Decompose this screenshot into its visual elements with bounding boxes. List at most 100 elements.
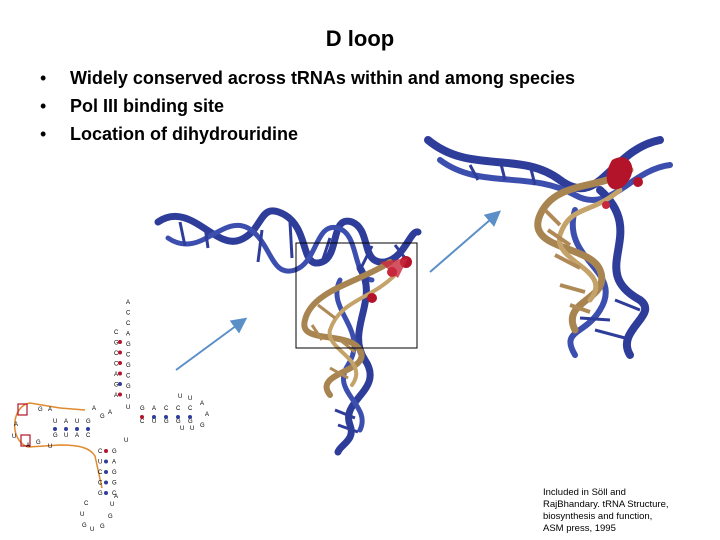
nucleotide: U bbox=[126, 395, 130, 401]
nucleotide: A bbox=[108, 410, 112, 416]
base-pair-dot bbox=[188, 415, 192, 419]
citation-line: RajBhandary. tRNA Structure, bbox=[543, 499, 669, 510]
nucleotide: C bbox=[98, 470, 103, 476]
nucleotide: U bbox=[110, 502, 114, 508]
base-pair-dot bbox=[164, 415, 168, 419]
base-pair-dot bbox=[104, 459, 108, 464]
bullet-dot: • bbox=[40, 96, 47, 116]
slide-title: D loop bbox=[325, 26, 395, 51]
nucleotide: C bbox=[164, 406, 169, 412]
nucleotide: G bbox=[53, 433, 58, 439]
nucleotide: A bbox=[114, 372, 118, 378]
nucleotide: G bbox=[82, 523, 87, 529]
citation-line: Included in Söll and bbox=[543, 487, 626, 498]
bullet-dot: • bbox=[40, 124, 47, 144]
nucleotide: C bbox=[112, 491, 117, 497]
nucleotide: A bbox=[48, 407, 52, 413]
nucleotide: A bbox=[126, 332, 130, 338]
base-pair-dot bbox=[53, 427, 57, 431]
bullet-text: Pol III binding site bbox=[70, 96, 225, 116]
bullet-dot: • bbox=[40, 68, 47, 88]
nucleotide: G bbox=[164, 419, 169, 425]
nucleotide: C bbox=[84, 501, 89, 507]
nucleotide: U bbox=[48, 444, 52, 450]
nucleotide: G bbox=[108, 514, 113, 520]
base-pair-dot bbox=[118, 361, 122, 365]
nucleotide: G bbox=[114, 341, 119, 347]
nucleotide: A bbox=[26, 443, 30, 449]
nucleotide: C bbox=[126, 374, 131, 380]
nucleotide: A bbox=[14, 422, 18, 428]
dihydrouridine-box-2 bbox=[20, 434, 31, 447]
base-pair-dot bbox=[75, 427, 79, 431]
nucleotide: G bbox=[126, 384, 131, 390]
bullet-list: • Widely conserved across tRNAs within an… bbox=[40, 66, 575, 150]
bullet-text: Widely conserved across tRNAs within and… bbox=[70, 68, 575, 88]
nucleotide: U bbox=[12, 434, 16, 440]
zoom-selection-box bbox=[295, 242, 418, 349]
nucleotide: C bbox=[176, 406, 181, 412]
nucleotide: G bbox=[126, 342, 131, 348]
nucleotide: A bbox=[114, 494, 118, 500]
nucleotide: G bbox=[112, 449, 117, 455]
bullet-item: • Pol III binding site bbox=[40, 94, 575, 122]
nucleotide: A bbox=[126, 300, 130, 306]
nucleotide: U bbox=[80, 512, 84, 518]
nucleotide: A bbox=[205, 412, 209, 418]
nucleotide: C bbox=[98, 481, 103, 487]
base-pair-dot bbox=[140, 415, 144, 419]
citation: Included in Söll and RajBhandary. tRNA S… bbox=[543, 487, 703, 535]
nucleotide: G bbox=[200, 423, 205, 429]
nucleotide: U bbox=[178, 394, 182, 400]
nucleotide: G bbox=[112, 470, 117, 476]
base-pair-dot bbox=[118, 350, 122, 355]
nucleotide: G bbox=[86, 419, 91, 425]
bullet-text: Location of dihydrouridine bbox=[70, 124, 298, 144]
nucleotide: G bbox=[100, 524, 105, 530]
nucleotide: C bbox=[98, 449, 103, 455]
nucleotide: U bbox=[64, 433, 68, 439]
nucleotide: A bbox=[114, 393, 118, 399]
nucleotide: G bbox=[38, 407, 43, 413]
nucleotide: C bbox=[126, 353, 131, 359]
base-pair-dot bbox=[104, 470, 108, 474]
base-pair-dot bbox=[86, 427, 90, 431]
nucleotide: U bbox=[124, 438, 128, 444]
trna-zoom-view bbox=[424, 133, 678, 359]
bullet-item: • Widely conserved across tRNAs within an… bbox=[40, 66, 575, 94]
nucleotide: G bbox=[126, 363, 131, 369]
d-loop-outline bbox=[13, 402, 103, 489]
base-pair-dot bbox=[104, 449, 108, 453]
nucleotide: U bbox=[188, 396, 192, 402]
base-pair-dot bbox=[118, 340, 122, 344]
nucleotide: C bbox=[114, 330, 119, 336]
nucleotide: U bbox=[98, 460, 102, 466]
base-pair-dot bbox=[118, 392, 122, 397]
nucleotide: A bbox=[112, 460, 116, 466]
dihydrouridine-box-1 bbox=[17, 403, 28, 416]
nucleotide: G bbox=[112, 481, 117, 487]
trna-3d-structure bbox=[154, 207, 422, 456]
base-pair-dot bbox=[64, 427, 68, 431]
nucleotide: G bbox=[114, 383, 119, 389]
nucleotide: C bbox=[114, 351, 119, 357]
nucleotide: G bbox=[140, 406, 145, 412]
base-pair-dot bbox=[104, 491, 108, 495]
base-pair-dot bbox=[118, 371, 122, 376]
arrow-to-structure bbox=[175, 317, 248, 371]
nucleotide: U bbox=[53, 419, 57, 425]
nucleotide: C bbox=[86, 433, 91, 439]
nucleotide: C bbox=[188, 406, 193, 412]
nucleotide: G bbox=[36, 440, 41, 446]
nucleotide: U bbox=[75, 419, 79, 425]
base-pair-dot bbox=[152, 415, 156, 419]
citation-line: ASM press, 1995 bbox=[543, 523, 616, 534]
nucleotide: C bbox=[114, 362, 119, 368]
nucleotide: A bbox=[152, 406, 156, 412]
nucleotide: U bbox=[152, 419, 156, 425]
base-pair-dot bbox=[118, 382, 122, 386]
nucleotide: U bbox=[180, 426, 184, 432]
base-pair-dot bbox=[104, 480, 108, 485]
